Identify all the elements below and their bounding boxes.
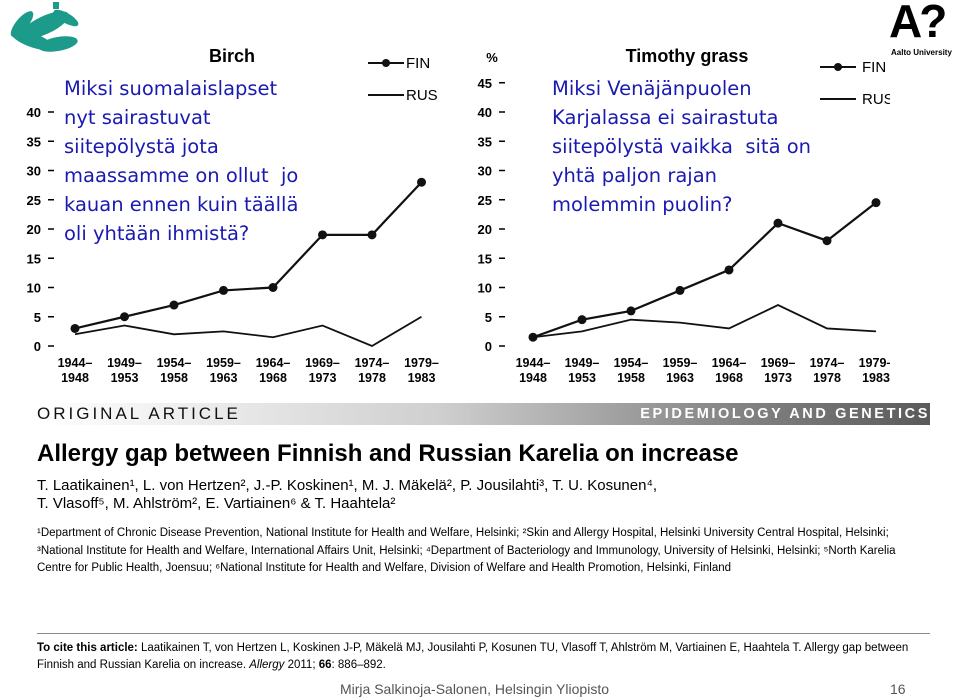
x-tick-label: 1969– 1973	[305, 356, 340, 385]
timothy-grass-chart: Timothy grass% 0 5 10 15 20 25 30 35 40 45 1944– 194…	[478, 46, 890, 385]
fin-series-line	[532, 201, 877, 339]
y-tick-label: 10	[478, 281, 492, 296]
y-tick-label: 35	[478, 134, 492, 149]
footer-text: Mirja Salkinoja-Salonen, Helsingin Yliop…	[340, 681, 609, 697]
article-authors: T. Laatikainen¹, L. von Hertzen², J.-P. …	[37, 477, 658, 512]
citation-label: To cite this article:	[37, 642, 138, 654]
x-tick-label: 1979– 1983	[404, 356, 439, 385]
chart-title: Timothy grass	[626, 46, 749, 66]
fin-data-point	[169, 300, 179, 310]
x-tick-label: 1974– 1978	[355, 356, 390, 385]
x-tick-label: 1969– 1973	[761, 356, 796, 385]
fin-data-point	[822, 236, 832, 246]
y-tick-label: 0	[34, 339, 41, 354]
x-tick-label: 1974– 1978	[810, 356, 845, 385]
legend-label-fin: FIN	[406, 55, 430, 72]
fin-data-point	[417, 177, 426, 187]
y-tick-label: 25	[27, 193, 41, 208]
fin-data-point	[318, 230, 327, 240]
fin-series-line	[74, 181, 423, 330]
y-tick-label: 25	[478, 193, 492, 208]
y-tick-label: 35	[27, 134, 41, 149]
legend-marker-fin	[834, 63, 842, 71]
page-number: 16	[890, 681, 906, 697]
fin-data-point	[577, 315, 587, 325]
article-title: Allergy gap between Finnish and Russian …	[37, 440, 739, 467]
y-tick-label: 20	[27, 222, 41, 237]
y-tick-label: 5	[34, 310, 41, 325]
x-tick-label: 1944– 1948	[58, 356, 93, 385]
citation-text: Laatikainen T, von Hertzen L, Koskinen J…	[37, 642, 909, 671]
citation-pages: : 886–892.	[331, 659, 386, 671]
leaf-logo-icon	[10, 2, 79, 52]
x-tick-label: 1964– 1968	[712, 356, 747, 385]
citation: To cite this article: Laatikainen T, von…	[37, 640, 937, 674]
fin-data-point	[219, 285, 228, 295]
rus-series-line	[74, 315, 422, 348]
x-tick-label: 1944– 1948	[516, 356, 551, 385]
aalto-logo-caption: Aalto University	[891, 48, 952, 57]
birch-chart: Birch 0 5 10 15 20 25 30 35 40 1944– 1948 1949– 1953 1…	[27, 46, 439, 385]
fin-data-point	[70, 323, 80, 333]
x-tick-label: 1959– 1963	[663, 356, 698, 385]
fin-data-point	[367, 230, 377, 240]
y-tick-label: 20	[478, 222, 492, 237]
y-tick-label: 30	[27, 164, 41, 179]
y-tick-label: 15	[478, 251, 492, 266]
fin-data-point	[871, 198, 881, 208]
x-tick-label: 1949– 1953	[565, 356, 600, 385]
y-tick-label: 45	[478, 76, 492, 91]
x-tick-label: 1949– 1953	[107, 356, 142, 385]
y-tick-label: 0	[485, 339, 492, 354]
aalto-logo-mark: A?	[889, 0, 947, 47]
citation-volume: 66	[318, 659, 332, 671]
right-question-text: Miksi Venäjänpuolen Karjalassa ei sairas…	[552, 77, 812, 216]
x-tick-label: 1964– 1968	[256, 356, 291, 385]
chart-title: Birch	[209, 46, 255, 66]
fin-data-point	[626, 306, 636, 316]
x-tick-label: 1979– 1983	[859, 356, 890, 385]
section-label-left: ORIGINAL ARTICLE	[37, 404, 241, 423]
citation-year: 2011;	[284, 659, 319, 671]
y-tick-label: 5	[485, 310, 492, 325]
fin-data-point	[120, 312, 129, 322]
fin-data-point	[675, 285, 685, 295]
left-question-text: Miksi suomalaislapset nyt sairastuvat si…	[64, 77, 299, 245]
article-affiliations: ¹Department of Chronic Disease Preventio…	[37, 527, 896, 574]
fin-data-point	[724, 265, 734, 275]
y-tick-label: 30	[478, 164, 492, 179]
x-tick-label: 1959– 1963	[206, 356, 241, 385]
legend-label-rus: RUS	[406, 87, 438, 104]
section-band	[37, 403, 930, 425]
legend-label-rus: RUS	[862, 91, 890, 108]
divider	[37, 633, 930, 634]
section-label-right: EPIDEMIOLOGY AND GENETICS	[640, 406, 930, 422]
aalto-logo: A? Aalto University	[889, 0, 957, 57]
citation-journal: Allergy	[249, 659, 285, 671]
fin-data-point	[268, 283, 278, 292]
legend-label-fin: FIN	[862, 59, 886, 76]
fin-data-point	[773, 218, 783, 228]
y-tick-label: 40	[478, 105, 492, 120]
rus-series-line	[532, 304, 877, 339]
y-tick-label: 10	[27, 281, 41, 296]
y-tick-label: 15	[27, 251, 41, 266]
y-tick-label: 40	[27, 105, 41, 120]
legend-marker-fin	[382, 59, 390, 67]
y-axis-label: %	[486, 50, 498, 65]
x-tick-label: 1954– 1958	[157, 356, 192, 385]
x-tick-label: 1954– 1958	[614, 356, 649, 385]
